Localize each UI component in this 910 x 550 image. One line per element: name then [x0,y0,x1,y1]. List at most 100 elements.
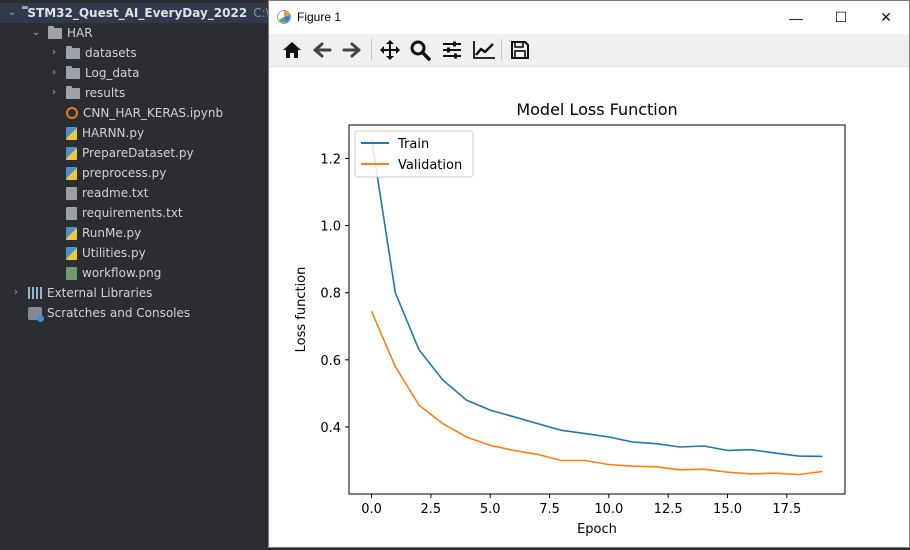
zoom-button[interactable] [407,38,433,62]
folder-icon [66,65,80,79]
tree-item[interactable]: requirements.txt [0,203,268,223]
tree-item[interactable]: workflow.png [0,263,268,283]
series-line-train [370,138,823,458]
forward-icon [342,42,361,58]
tree-item-label: HAR [67,26,93,40]
x-tick-label: 17.5 [772,502,801,517]
figure-window: Figure 1 — ☐ ✕ [268,0,910,548]
tree-item-label: External Libraries [47,286,153,300]
x-tick-label: 0.0 [361,502,382,517]
minimize-button[interactable]: — [789,9,803,26]
x-tick-label: 12.5 [654,502,683,517]
tree-item-label: Scratches and Consoles [47,306,191,320]
back-icon [313,42,332,58]
tree-item-label: workflow.png [82,266,162,280]
folder-icon [66,85,80,99]
pan-icon [380,40,400,60]
tree-item[interactable]: RunMe.py [0,223,268,243]
folder-icon [66,45,80,59]
chevron-right-icon[interactable]: › [52,87,56,98]
x-tick-label: 2.5 [421,502,442,517]
maximize-button[interactable]: ☐ [834,9,848,25]
window-title: Figure 1 [297,10,342,24]
tree-item-label: preprocess.py [82,166,167,180]
subplots-config-icon [443,41,461,59]
tree-item-label: HARNN.py [82,126,145,140]
tree-item[interactable]: PrepareDataset.py [0,143,268,163]
tree-item[interactable]: Scratches and Consoles [0,303,268,323]
tree-item-label: Log_data [85,66,140,80]
navigation-toolbar [269,34,909,67]
tree-item[interactable]: CNN_HAR_KERAS.ipynb [0,103,268,123]
tree-item[interactable]: › External Libraries [0,283,268,303]
tree-item-label: results [85,86,126,100]
zoom-icon [410,40,431,61]
pan-button[interactable] [377,38,403,62]
tree-item-label: RunMe.py [82,226,142,240]
py-file-icon [66,226,77,240]
save-button[interactable] [507,38,533,62]
toolbar-separator [501,39,502,61]
x-tick-label: 10.0 [594,502,623,517]
y-axis-label: Loss function [294,267,309,353]
back-button[interactable] [309,38,335,62]
tree-item-label: datasets [85,46,137,60]
home-button[interactable] [279,38,305,62]
home-icon [283,42,301,58]
py-file-icon [66,246,77,260]
png-file-icon [66,266,77,280]
series-line-validation [370,310,823,476]
y-tick-label: 0.4 [320,421,341,436]
tree-item[interactable]: preprocess.py [0,163,268,183]
tree-item[interactable]: readme.txt [0,183,268,203]
axes-frame [348,124,846,495]
nb-file-icon [66,107,78,119]
x-tick-label: 7.5 [539,502,560,517]
save-icon [511,41,529,59]
y-tick-label: 0.8 [320,287,341,302]
toolbar-separator [371,39,372,61]
subplots-button[interactable] [439,38,465,62]
tree-item[interactable]: › Log_data [0,63,268,83]
tree-item-label: Utilities.py [82,246,146,260]
title-bar[interactable]: Figure 1 — ☐ ✕ [269,1,909,34]
tree-item[interactable]: › datasets [0,43,268,63]
y-tick-label: 1.2 [320,153,341,168]
y-tick-label: 0.6 [320,354,341,369]
project-root[interactable]: ⌄ STM32_Quest_AI_EveryDay_2022 C:\U [0,3,278,23]
library-icon [28,287,42,299]
x-tick-label: 15.0 [713,502,742,517]
figure-canvas[interactable]: Model Loss Function 0.0 2.5 5.0 7.5 10.0 12.5 1… [269,67,909,547]
tree-item[interactable]: HARNN.py [0,123,268,143]
tree-item[interactable]: › results [0,83,268,103]
chevron-right-icon[interactable]: › [14,287,18,298]
txt-file-icon [66,206,77,220]
tree-item[interactable]: ⌄ HAR [0,23,268,43]
scratches-icon [28,306,44,322]
chevron-right-icon[interactable]: › [52,47,56,58]
tree-item-label: requirements.txt [82,206,183,220]
matplotlib-logo-icon [277,10,291,24]
py-file-icon [66,146,77,160]
tree-item-label: CNN_HAR_KERAS.ipynb [83,106,224,120]
legend-label: Train [397,137,429,152]
chevron-down-icon[interactable]: ⌄ [8,7,17,18]
tree-item[interactable]: Utilities.py [0,243,268,263]
py-file-icon [66,126,77,140]
legend-label: Validation [398,158,462,173]
tree-item-label: readme.txt [82,186,149,200]
txt-file-icon [66,186,77,200]
y-tick-label: 1.0 [320,220,341,235]
project-name: STM32_Quest_AI_EveryDay_2022 [27,6,248,20]
edit-axis-button[interactable] [471,38,497,62]
loss-chart: Model Loss Function 0.0 2.5 5.0 7.5 10.0 12.5 1… [294,100,846,537]
chevron-right-icon[interactable]: › [52,67,56,78]
folder-icon [48,25,62,39]
chevron-down-icon[interactable]: ⌄ [31,27,41,38]
x-tick-label: 5.0 [480,502,501,517]
tree-item-label: PrepareDataset.py [82,146,194,160]
x-axis-label: Epoch [577,522,617,537]
close-button[interactable]: ✕ [880,9,892,25]
py-file-icon [66,166,77,180]
forward-button[interactable] [339,38,365,62]
